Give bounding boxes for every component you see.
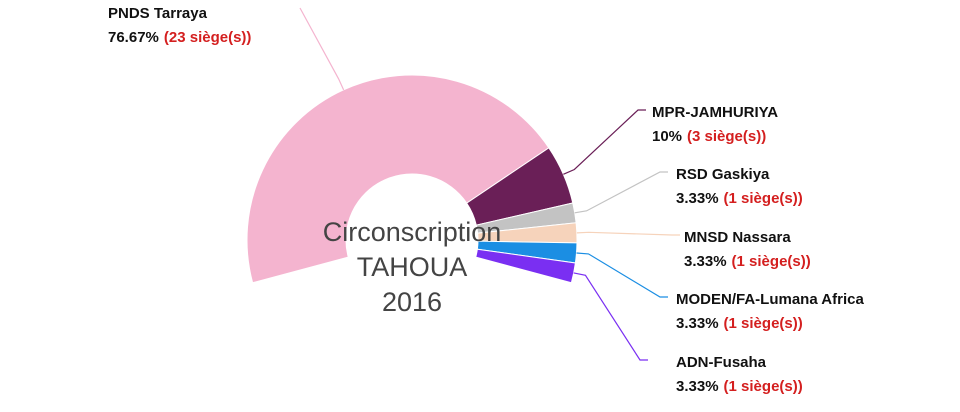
- legend-label: PNDS Tarraya: [108, 5, 208, 22]
- percent: 10%: [652, 128, 682, 145]
- leader-line: [299, 7, 345, 91]
- seats: (23 siège(s)): [164, 29, 252, 46]
- seats: (1 siège(s)): [724, 378, 803, 395]
- percent: 76.67%: [108, 29, 159, 46]
- seats: (1 siège(s)): [724, 190, 803, 207]
- value-label: 3.33% (1 siège(s)): [684, 253, 811, 270]
- center-title: 2016: [382, 287, 442, 317]
- center-title: TAHOUA: [357, 252, 468, 282]
- seats: (1 siège(s)): [724, 315, 803, 332]
- legend-label: MPR-JAMHURIYA: [652, 104, 778, 121]
- seats: (1 siège(s)): [732, 253, 811, 270]
- legend-label: MNSD Nassara: [684, 229, 791, 246]
- leader-line: [563, 109, 646, 175]
- legend-label: MODEN/FA-Lumana Africa: [676, 291, 864, 308]
- percent: 3.33%: [676, 315, 719, 332]
- percent: 3.33%: [676, 190, 719, 207]
- value-label: 3.33% (1 siège(s)): [676, 190, 803, 207]
- value-label: 3.33% (1 siège(s)): [676, 378, 803, 395]
- legend-label: ADN-Fusaha: [676, 354, 767, 371]
- value-label: 10% (3 siège(s)): [652, 128, 766, 145]
- center-title: Circonscription: [323, 217, 502, 247]
- legend-label: RSD Gaskiya: [676, 166, 770, 183]
- leader-line: [573, 272, 648, 361]
- slice: [246, 74, 550, 284]
- value-label: 3.33% (1 siège(s)): [676, 315, 803, 332]
- value-label: 76.67% (23 siège(s)): [108, 29, 251, 46]
- percent: 3.33%: [684, 253, 727, 270]
- percent: 3.33%: [676, 378, 719, 395]
- slice: [475, 248, 576, 284]
- seats: (3 siège(s)): [687, 128, 766, 145]
- leader-line: [576, 231, 680, 236]
- leader-line: [574, 171, 668, 214]
- leader-line: [576, 252, 668, 298]
